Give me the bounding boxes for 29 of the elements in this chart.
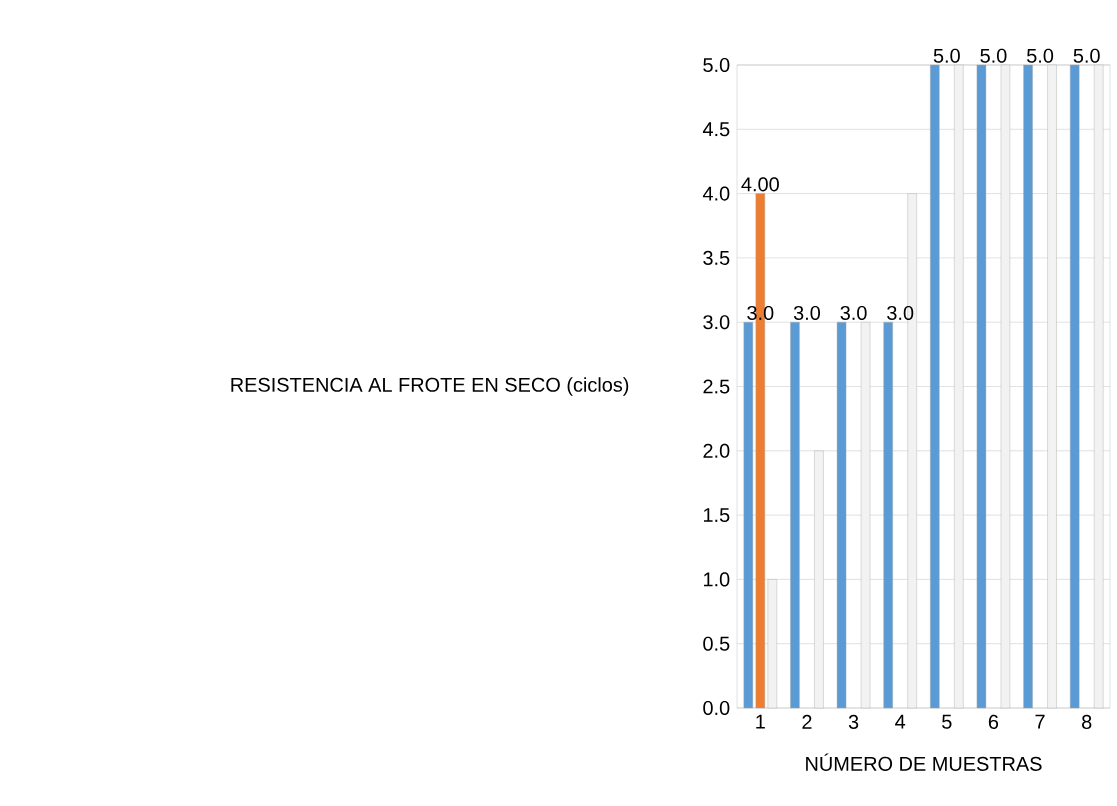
data-label: 4.00 <box>741 177 779 192</box>
data-label: 3.0 <box>840 305 867 320</box>
x-tick-label: 8 <box>1082 714 1092 729</box>
x-tick-label: 3 <box>848 714 859 729</box>
x-tick-label: 5 <box>942 714 952 729</box>
y-tick-label: 2.0 <box>703 443 730 458</box>
x-tick-label: 1 <box>756 714 765 729</box>
data-label: 5.0 <box>980 48 1007 63</box>
y-tick-label: 2.5 <box>703 379 730 394</box>
y-tick-label: 4.0 <box>702 186 730 201</box>
x-tick-label: 7 <box>1035 714 1045 729</box>
y-tick-label: 0.5 <box>703 636 730 651</box>
y-axis-title: RESISTENCIA AL FROTE EN SECO (ciclos) <box>231 377 629 396</box>
data-label: 5.0 <box>1073 48 1100 63</box>
data-label: 3.0 <box>793 305 820 320</box>
y-tick-label: 4.5 <box>702 122 730 137</box>
data-label: 5.0 <box>1027 48 1054 63</box>
y-tick-label: 5.0 <box>703 57 730 73</box>
data-label: 3.0 <box>887 305 914 320</box>
x-tick-label: 2 <box>802 714 812 729</box>
x-tick-label: 6 <box>988 714 999 729</box>
data-label: 5.0 <box>933 48 960 63</box>
y-tick-label: 1.5 <box>703 508 730 523</box>
y-tick-label: 3.0 <box>703 315 730 330</box>
x-axis-title: NÚMERO DE MUESTRAS <box>806 753 1042 771</box>
y-tick-label: 3.5 <box>703 250 730 265</box>
x-tick-label: 4 <box>895 714 906 729</box>
y-tick-label: 0.0 <box>703 700 730 716</box>
y-tick-label: 1.0 <box>703 572 730 587</box>
